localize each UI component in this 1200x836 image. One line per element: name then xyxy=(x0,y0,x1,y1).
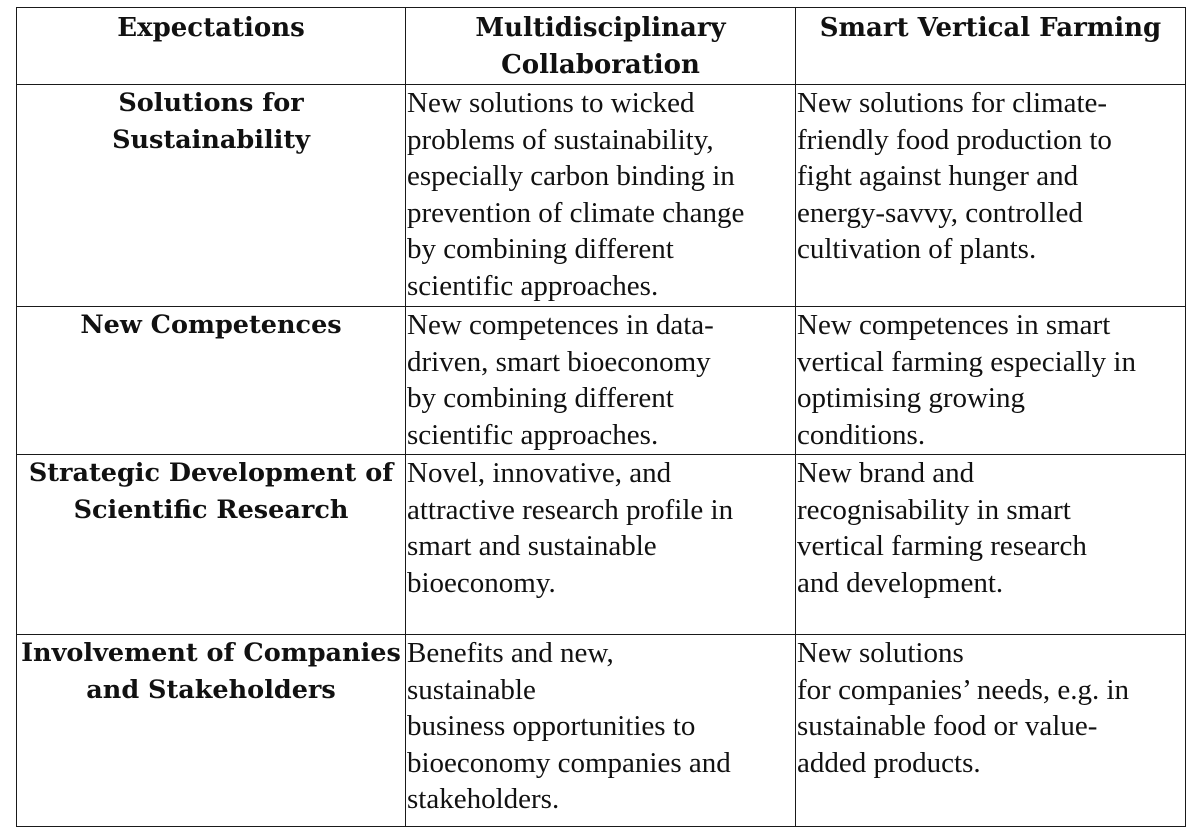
table-row: New Competences New competences in data-… xyxy=(16,306,1186,455)
cell-vertical-farming: New solutions for climate- friendly food… xyxy=(795,84,1186,307)
row-label-strategic-development: Strategic Development of Scientific Rese… xyxy=(16,454,406,635)
table-row: Involvement of Companies and Stakeholder… xyxy=(16,634,1186,827)
cell-multidisciplinary: Novel, innovative, and attractive resear… xyxy=(405,454,796,635)
row-label-solutions-for-sustainability: Solutions for Sustainability xyxy=(16,84,406,307)
row-label-new-competences: New Competences xyxy=(16,306,406,455)
table-row: Solutions for Sustainability New solutio… xyxy=(16,84,1186,307)
expectations-table: Expectations Multidisciplinary Collabora… xyxy=(16,7,1186,827)
cell-vertical-farming: New brand and recognisability in smart v… xyxy=(795,454,1186,635)
table-header-row: Expectations Multidisciplinary Collabora… xyxy=(16,7,1186,85)
header-multidisciplinary-collaboration: Multidisciplinary Collaboration xyxy=(405,7,796,85)
row-label-involvement-of-companies: Involvement of Companies and Stakeholder… xyxy=(16,634,406,827)
cell-multidisciplinary: New solutions to wicked problems of sust… xyxy=(405,84,796,307)
header-expectations: Expectations xyxy=(16,7,406,85)
table-row: Strategic Development of Scientific Rese… xyxy=(16,454,1186,635)
cell-vertical-farming: New competences in smart vertical farmin… xyxy=(795,306,1186,455)
header-smart-vertical-farming: Smart Vertical Farming xyxy=(795,7,1186,85)
cell-multidisciplinary: New competences in data- driven, smart b… xyxy=(405,306,796,455)
cell-multidisciplinary: Benefits and new, sustainable business o… xyxy=(405,634,796,827)
cell-vertical-farming: New solutions for companies’ needs, e.g.… xyxy=(795,634,1186,827)
